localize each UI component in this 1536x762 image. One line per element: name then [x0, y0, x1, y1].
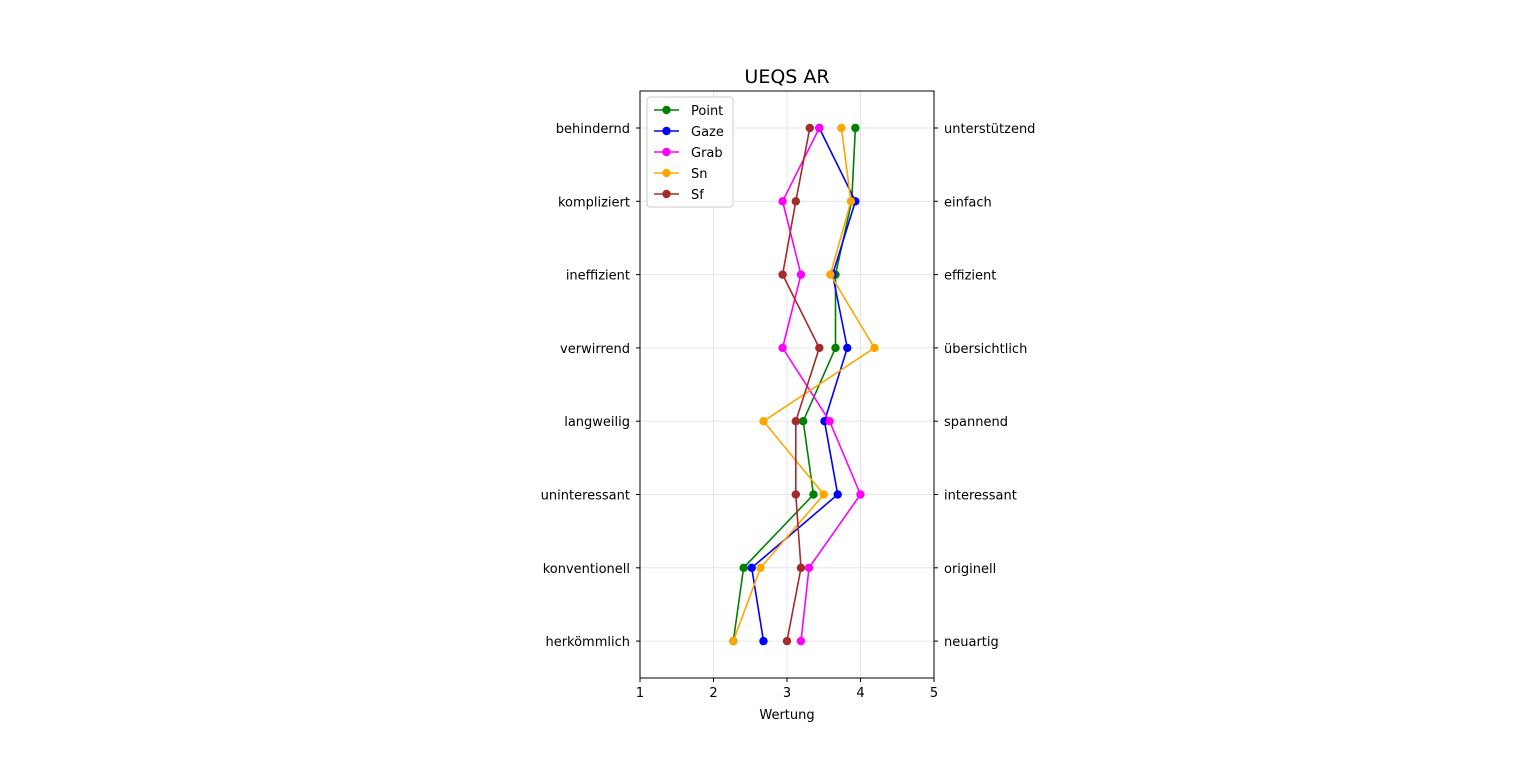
series-line [750, 127, 857, 642]
left-tick-label: ineffizient [566, 269, 630, 284]
legend: Point Gaze Grab Sn Sf [646, 96, 734, 208]
legend-marker [662, 147, 671, 157]
data-point [782, 636, 792, 646]
data-point [796, 270, 806, 279]
data-point [804, 563, 814, 572]
x-tick-label: 5 [930, 686, 938, 701]
data-point [739, 563, 748, 572]
legend-item-grab: Grab [654, 146, 723, 161]
right-tick-label: effizient [944, 269, 996, 284]
data-point [759, 636, 768, 646]
data-point [759, 417, 768, 426]
data-point [791, 197, 801, 206]
legend-label: Sf [691, 188, 704, 203]
data-point [831, 343, 840, 353]
data-point [809, 490, 818, 499]
data-point [815, 343, 824, 353]
right-tick-label: übersichtlich [944, 342, 1027, 357]
legend-item-gaze: Gaze [654, 125, 724, 140]
data-point [805, 123, 814, 133]
legend-label: Gaze [691, 125, 724, 140]
legend-marker [662, 189, 671, 199]
left-tick-label: verwirrend [560, 342, 630, 357]
series-layer [729, 123, 879, 646]
data-point [826, 270, 835, 279]
legend-marker [662, 168, 671, 178]
data-point [837, 123, 846, 133]
series-sn [729, 123, 879, 646]
data-point [843, 343, 852, 353]
right-tick-label: interessant [944, 489, 1017, 504]
right-tick-label: neuartig [944, 635, 999, 650]
data-point [729, 636, 738, 646]
left-tick-label: langweilig [564, 415, 630, 430]
data-point [791, 490, 801, 499]
x-tick-label: 4 [856, 686, 864, 701]
data-point [796, 563, 806, 572]
x-tick-label: 3 [783, 686, 791, 701]
data-point [833, 490, 842, 499]
right-tick-label: originell [944, 562, 996, 577]
x-axis: 1 2 3 4 5 [636, 678, 938, 701]
series-line [781, 127, 862, 642]
data-point [756, 563, 765, 572]
right-tick-label: einfach [944, 195, 992, 210]
right-tick-label: spannend [944, 415, 1008, 430]
data-point [791, 417, 801, 426]
legend-box [646, 96, 734, 208]
data-point [819, 490, 828, 499]
x-tick-label: 2 [709, 686, 717, 701]
data-point [825, 417, 834, 426]
legend-item-point: Point [654, 104, 723, 119]
data-point [798, 417, 808, 426]
legend-label: Point [691, 104, 723, 119]
legend-label: Grab [691, 146, 723, 161]
x-axis-label: Wertung [759, 708, 814, 723]
data-point [846, 197, 856, 206]
legend-item-sn: Sn [654, 167, 708, 182]
data-point [870, 343, 879, 353]
series-line [781, 127, 821, 642]
data-point [856, 490, 865, 499]
series-grab [778, 123, 865, 646]
left-tick-label: uninteressant [541, 489, 630, 504]
legend-marker [662, 126, 671, 136]
left-tick-label: herkömmlich [545, 635, 630, 650]
data-point [778, 343, 787, 353]
x-tick-label: 1 [636, 686, 644, 701]
series-sf [778, 123, 824, 646]
series-line [732, 127, 876, 642]
legend-item-sf: Sf [654, 188, 704, 203]
left-tick-label: konventionell [543, 562, 630, 577]
data-point [747, 563, 756, 572]
data-point [796, 636, 806, 646]
data-point [851, 123, 860, 133]
right-tick-label: unterstützend [944, 122, 1035, 137]
left-tick-label: behindernd [556, 122, 630, 137]
data-point [778, 270, 787, 279]
left-tick-label: kompliziert [558, 195, 630, 210]
legend-marker [662, 105, 671, 115]
data-point [815, 123, 824, 133]
right-axis: unterstützend einfach effizient übersichtli… [934, 122, 1035, 650]
left-axis: behindernd kompliziert ineffizient verwirre… [541, 122, 640, 650]
legend-label: Sn [691, 167, 708, 182]
chart-title: UEQS AR [744, 66, 829, 88]
data-point [778, 197, 787, 206]
